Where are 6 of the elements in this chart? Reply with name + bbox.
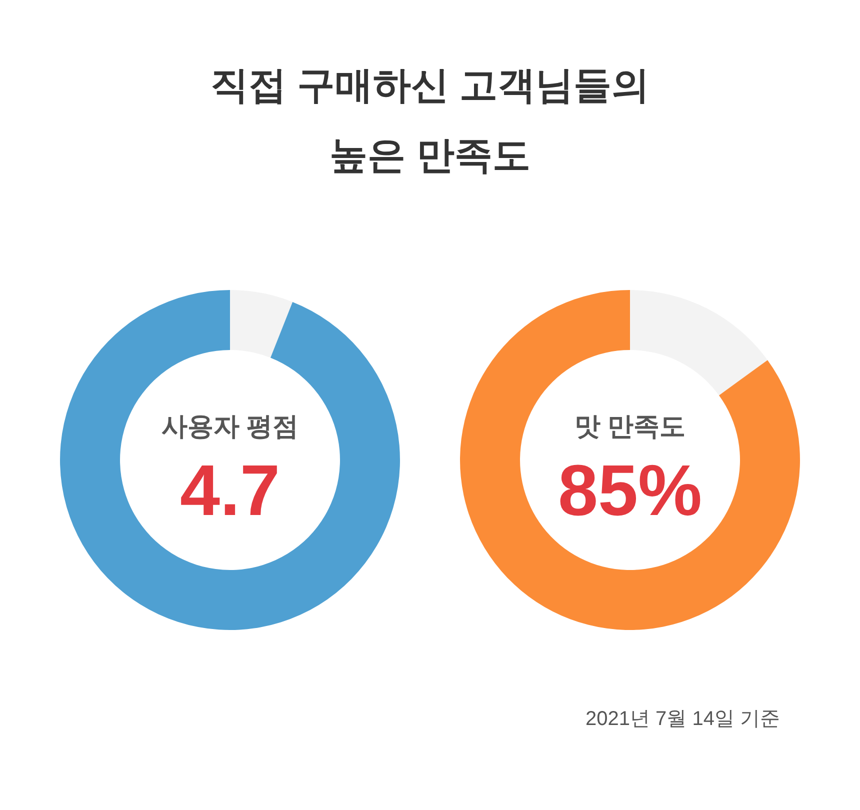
text: 직접 구매하신 고객님들의 높은 만족도 [210, 65, 650, 177]
text: 사용자 평점 [161, 411, 299, 441]
data-label: 4.7 [180, 451, 280, 531]
data-label: 85% [558, 451, 702, 531]
text: 맛 만족도 [574, 411, 686, 441]
text: 2021년 7월 14일 기준 [585, 708, 780, 730]
